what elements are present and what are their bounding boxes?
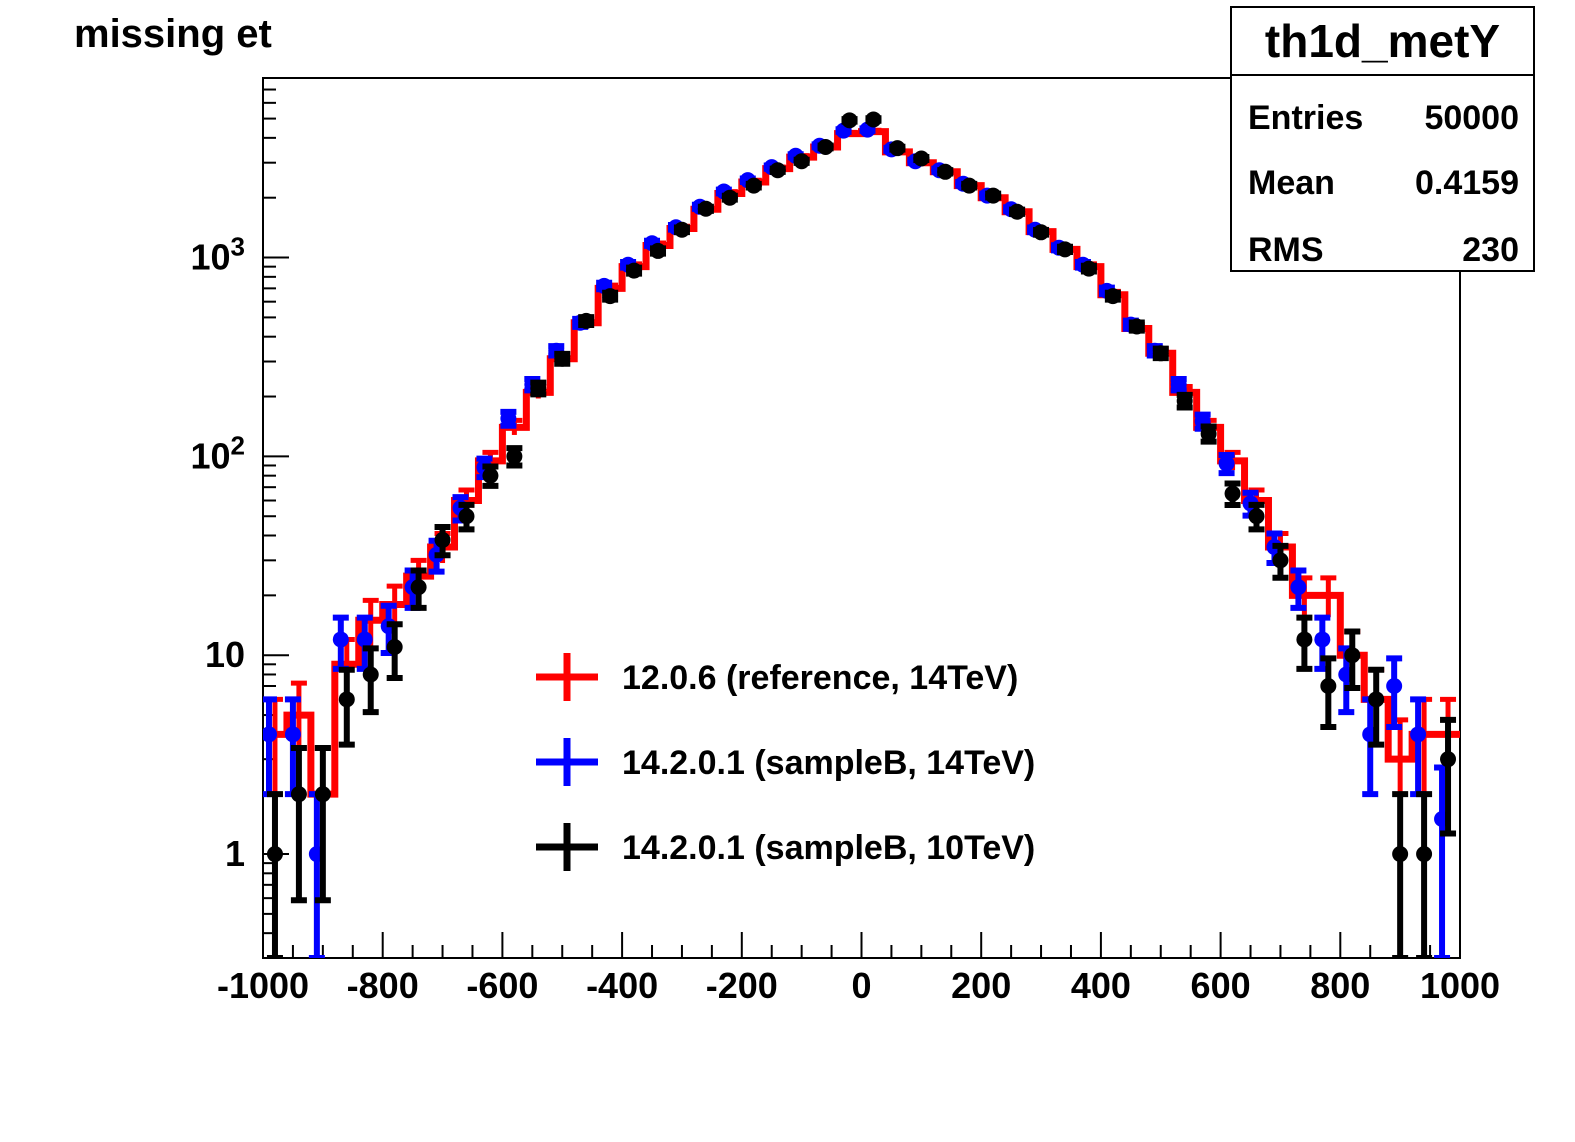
x-tick-label: -400 bbox=[586, 965, 658, 1006]
data-point bbox=[1440, 751, 1457, 768]
data-point bbox=[1170, 376, 1187, 393]
data-point bbox=[1386, 678, 1403, 695]
x-tick-label: 800 bbox=[1310, 965, 1370, 1006]
data-point bbox=[1009, 203, 1026, 220]
data-point bbox=[937, 163, 954, 180]
data-point bbox=[482, 467, 499, 484]
data-point bbox=[1033, 224, 1050, 241]
stats-entries-label: Entries bbox=[1248, 99, 1364, 137]
data-point bbox=[673, 221, 690, 238]
data-point bbox=[1200, 425, 1217, 442]
data-point bbox=[530, 380, 547, 397]
data-point bbox=[1296, 631, 1313, 648]
data-point bbox=[410, 579, 427, 596]
data-point bbox=[362, 666, 379, 683]
y-axis: 1 10 102 103 bbox=[190, 77, 289, 959]
stats-box: th1d_metY Entries 50000 Mean 0.4159 RMS … bbox=[1230, 6, 1535, 272]
data-point bbox=[697, 200, 714, 217]
data-point bbox=[506, 448, 523, 465]
data-point bbox=[865, 111, 882, 128]
data-point bbox=[1224, 485, 1241, 502]
stats-title: th1d_metY bbox=[1232, 8, 1533, 76]
data-point bbox=[961, 177, 978, 194]
data-point bbox=[1410, 726, 1427, 743]
data-point bbox=[745, 177, 762, 194]
data-point bbox=[1218, 455, 1235, 472]
data-point bbox=[578, 312, 595, 329]
stats-entries-row: Entries 50000 bbox=[1248, 93, 1519, 143]
data-point bbox=[338, 691, 355, 708]
data-point bbox=[386, 638, 403, 655]
data-point bbox=[889, 140, 906, 157]
data-point bbox=[602, 288, 619, 305]
x-tick-label: -1000 bbox=[217, 965, 309, 1006]
stats-entries-value: 50000 bbox=[1424, 99, 1519, 137]
data-point bbox=[1272, 552, 1289, 569]
data-point bbox=[1314, 631, 1331, 648]
data-point bbox=[1104, 288, 1121, 305]
legend-label: 12.0.6 (reference, 14TeV) bbox=[622, 659, 1018, 697]
y-tick-label: 1 bbox=[225, 833, 245, 874]
data-point bbox=[1416, 846, 1433, 863]
y-tick-label: 10 bbox=[205, 634, 245, 675]
y-tick-label: 103 bbox=[190, 232, 245, 278]
x-axis: -1000 -800 -600 -400 -200 0 200 400 600 800 1000 bbox=[217, 932, 1500, 1006]
data-point bbox=[1368, 691, 1385, 708]
data-point bbox=[1056, 241, 1073, 258]
x-tick-label: 200 bbox=[951, 965, 1011, 1006]
stats-rms-label: RMS bbox=[1248, 231, 1324, 269]
data-point bbox=[913, 150, 930, 167]
stats-mean-label: Mean bbox=[1248, 164, 1335, 202]
stats-rms-value: 230 bbox=[1462, 231, 1519, 269]
data-point bbox=[1080, 260, 1097, 277]
data-point bbox=[1392, 846, 1409, 863]
data-point bbox=[1128, 318, 1145, 335]
data-point bbox=[1290, 579, 1307, 596]
data-point bbox=[1248, 508, 1265, 525]
data-point bbox=[554, 350, 571, 367]
data-point bbox=[290, 786, 307, 803]
data-point bbox=[841, 112, 858, 129]
stats-mean-row: Mean 0.4159 bbox=[1248, 158, 1519, 208]
legend-label: 14.2.0.1 (sampleB, 14TeV) bbox=[622, 744, 1035, 782]
data-point bbox=[434, 531, 451, 548]
data-point bbox=[500, 410, 517, 427]
data-point bbox=[1152, 345, 1169, 362]
data-point bbox=[793, 153, 810, 170]
data-point bbox=[769, 162, 786, 179]
series-14.2.0.1 (sampleB, 10TeV) bbox=[266, 111, 1457, 958]
legend: 12.0.6 (reference, 14TeV) 14.2.0.1 (sampl… bbox=[536, 653, 1035, 871]
x-tick-label: -800 bbox=[347, 965, 419, 1006]
data-point bbox=[626, 262, 643, 279]
x-tick-label: 1000 bbox=[1420, 965, 1500, 1006]
legend-label: 14.2.0.1 (sampleB, 10TeV) bbox=[622, 829, 1035, 867]
x-tick-label: 0 bbox=[851, 965, 871, 1006]
data-point bbox=[263, 726, 277, 743]
data-point bbox=[314, 786, 331, 803]
chart-title: missing et bbox=[74, 12, 272, 56]
x-tick-label: -200 bbox=[706, 965, 778, 1006]
data-point bbox=[284, 726, 301, 743]
data-point bbox=[721, 189, 738, 206]
data-point bbox=[266, 846, 283, 863]
data-point bbox=[985, 187, 1002, 204]
data-point bbox=[1344, 647, 1361, 664]
stats-rms-row: RMS 230 bbox=[1248, 225, 1519, 275]
data-point bbox=[1320, 678, 1337, 695]
x-tick-label: 600 bbox=[1191, 965, 1251, 1006]
stats-mean-value: 0.4159 bbox=[1415, 164, 1519, 202]
data-point bbox=[356, 631, 373, 648]
data-layer bbox=[263, 111, 1460, 958]
data-point bbox=[1176, 392, 1193, 409]
x-tick-label: -600 bbox=[466, 965, 538, 1006]
x-tick-label: 400 bbox=[1071, 965, 1131, 1006]
y-tick-label: 102 bbox=[190, 430, 245, 476]
data-point bbox=[650, 242, 667, 259]
data-point bbox=[458, 508, 475, 525]
data-point bbox=[817, 138, 834, 155]
data-point bbox=[332, 631, 349, 648]
